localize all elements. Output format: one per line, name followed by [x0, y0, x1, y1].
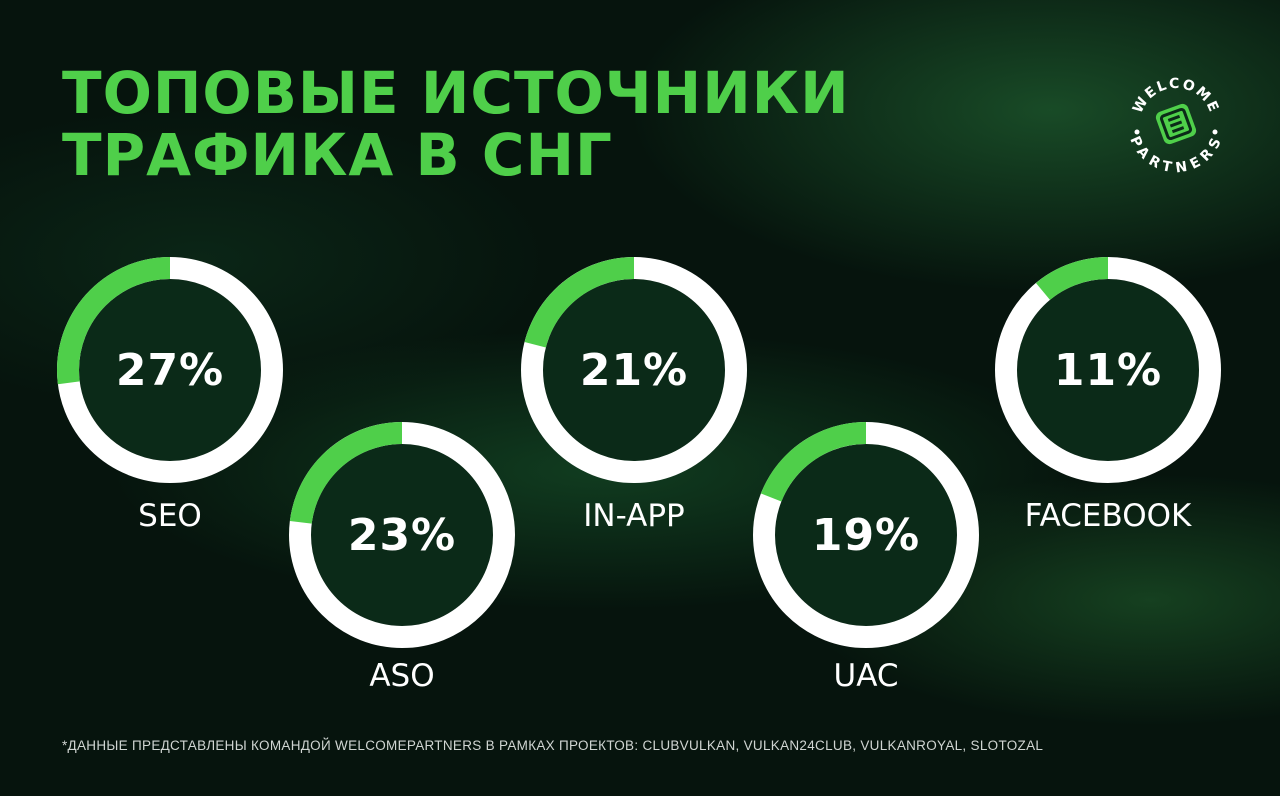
ring-inner-seo — [79, 279, 261, 461]
ring-value-aso: 23% — [347, 509, 457, 561]
chip-icon — [1155, 103, 1197, 145]
ring-label-seo: SEO — [138, 498, 202, 534]
ring-arc-facebook — [995, 257, 1221, 483]
ring-aso: 23% — [278, 411, 526, 659]
welcome-partners-logo: WELCOME PARTNERS — [1124, 72, 1228, 176]
ring-in-app: 21% — [510, 246, 758, 494]
ring-arc-aso — [289, 422, 515, 648]
title-line-1: ТОПОВЫЕ ИСТОЧНИКИ — [62, 59, 850, 127]
ring-arc-in-app — [521, 257, 747, 483]
ring-arc-uac — [753, 422, 979, 648]
ring-value-uac: 19% — [811, 509, 921, 561]
page-title: ТОПОВЫЕ ИСТОЧНИКИ ТРАФИКА В СНГ — [62, 62, 850, 186]
ring-value-seo: 27% — [115, 344, 225, 396]
ring-label-aso: ASO — [369, 658, 435, 694]
ring-facebook: 11% — [984, 246, 1232, 494]
ring-inner-facebook — [1017, 279, 1199, 461]
ring-inner-in-app — [543, 279, 725, 461]
ring-label-uac: UAC — [833, 658, 899, 694]
ring-label-facebook: FACEBOOK — [1024, 498, 1192, 534]
ring-seo: 27% — [46, 246, 294, 494]
ring-inner-uac — [775, 444, 957, 626]
ring-uac: 19% — [742, 411, 990, 659]
ring-value-facebook: 11% — [1053, 344, 1163, 396]
ring-label-in-app: IN-APP — [583, 498, 685, 534]
title-line-2: ТРАФИКА В СНГ — [62, 121, 613, 189]
ring-inner-aso — [311, 444, 493, 626]
ring-value-in-app: 21% — [579, 344, 689, 396]
footnote: *ДАННЫЕ ПРЕДСТАВЛЕНЫ КОМАНДОЙ WELCOMEPAR… — [62, 738, 1044, 753]
ring-arc-seo — [57, 257, 283, 483]
